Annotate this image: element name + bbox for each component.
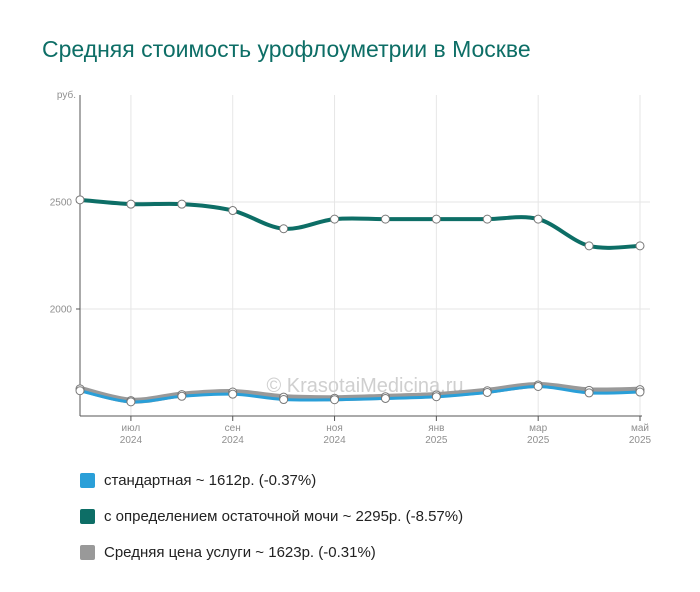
chart-title: Средняя стоимость урофлоуметрии в Москве bbox=[42, 36, 531, 62]
x-tick-month-1: июл bbox=[122, 423, 141, 434]
data-point-s1-5[interactable] bbox=[330, 395, 340, 405]
axes: руб.20002500июл2024сен2024ноя2024янв2025… bbox=[50, 89, 652, 446]
data-point-s2-10[interactable] bbox=[584, 241, 594, 251]
x-tick-year-5: 2024 bbox=[323, 435, 346, 446]
series-layer bbox=[77, 197, 643, 404]
x-tick-year-11: 2025 bbox=[629, 435, 652, 446]
data-point-s2-8[interactable] bbox=[482, 214, 492, 224]
data-point-s1-8[interactable] bbox=[482, 387, 492, 397]
data-point-s2-4[interactable] bbox=[279, 224, 289, 234]
legend-label-residual-urine: с определением остаточной мочи ~ 2295р. … bbox=[104, 507, 464, 525]
legend-item-residual-urine[interactable]: с определением остаточной мочи ~ 2295р. … bbox=[80, 498, 463, 534]
x-tick-year-7: 2025 bbox=[425, 435, 448, 446]
y-tick-label-2000: 2000 bbox=[50, 305, 73, 316]
x-tick-month-9: мар bbox=[529, 423, 547, 434]
x-tick-year-1: 2024 bbox=[120, 435, 143, 446]
x-tick-year-9: 2025 bbox=[527, 435, 550, 446]
grid-lines bbox=[80, 95, 650, 416]
data-point-s2-1[interactable] bbox=[126, 199, 136, 209]
data-point-s1-2[interactable] bbox=[177, 391, 187, 401]
data-point-s2-0[interactable] bbox=[75, 195, 85, 205]
watermark: © KrasotaiMedicina.ru bbox=[266, 375, 463, 397]
data-point-s2-2[interactable] bbox=[177, 199, 187, 209]
data-point-s1-7[interactable] bbox=[431, 392, 441, 402]
data-point-s1-4[interactable] bbox=[279, 395, 289, 405]
data-point-s2-6[interactable] bbox=[380, 214, 390, 224]
legend-swatch-standard bbox=[80, 472, 95, 488]
data-point-s2-3[interactable] bbox=[228, 206, 238, 216]
data-point-s2-9[interactable] bbox=[533, 214, 543, 224]
x-tick-month-5: ноя bbox=[326, 423, 343, 434]
data-point-s1-11[interactable] bbox=[635, 387, 645, 397]
data-point-s1-9[interactable] bbox=[533, 381, 543, 391]
legend-swatch-average bbox=[80, 544, 95, 560]
legend: стандартная ~ 1612р. (-0.37%) с определе… bbox=[80, 462, 463, 570]
legend-label-average: Средняя цена услуги ~ 1623р. (-0.31%) bbox=[104, 543, 376, 561]
data-point-s1-10[interactable] bbox=[584, 388, 594, 398]
legend-item-average[interactable]: Средняя цена услуги ~ 1623р. (-0.31%) bbox=[80, 534, 463, 570]
data-point-s2-7[interactable] bbox=[431, 214, 441, 224]
points-layer bbox=[75, 195, 645, 407]
legend-label-standard: стандартная ~ 1612р. (-0.37%) bbox=[104, 471, 317, 489]
legend-swatch-residual-urine bbox=[80, 508, 95, 524]
data-point-s1-0[interactable] bbox=[75, 386, 85, 396]
x-tick-month-11: май bbox=[631, 423, 649, 434]
data-point-s1-6[interactable] bbox=[380, 393, 390, 403]
legend-item-standard[interactable]: стандартная ~ 1612р. (-0.37%) bbox=[80, 462, 463, 498]
y-tick-label-2500: 2500 bbox=[50, 198, 73, 209]
x-tick-month-7: янв bbox=[428, 423, 444, 434]
series-line-2 bbox=[78, 197, 642, 250]
data-point-s2-11[interactable] bbox=[635, 241, 645, 251]
data-point-s1-1[interactable] bbox=[126, 397, 136, 407]
data-point-s2-5[interactable] bbox=[330, 214, 340, 224]
x-tick-year-3: 2024 bbox=[222, 435, 245, 446]
data-point-s1-3[interactable] bbox=[228, 389, 238, 399]
y-unit-label: руб. bbox=[57, 89, 76, 101]
x-tick-month-3: сен bbox=[225, 423, 241, 434]
